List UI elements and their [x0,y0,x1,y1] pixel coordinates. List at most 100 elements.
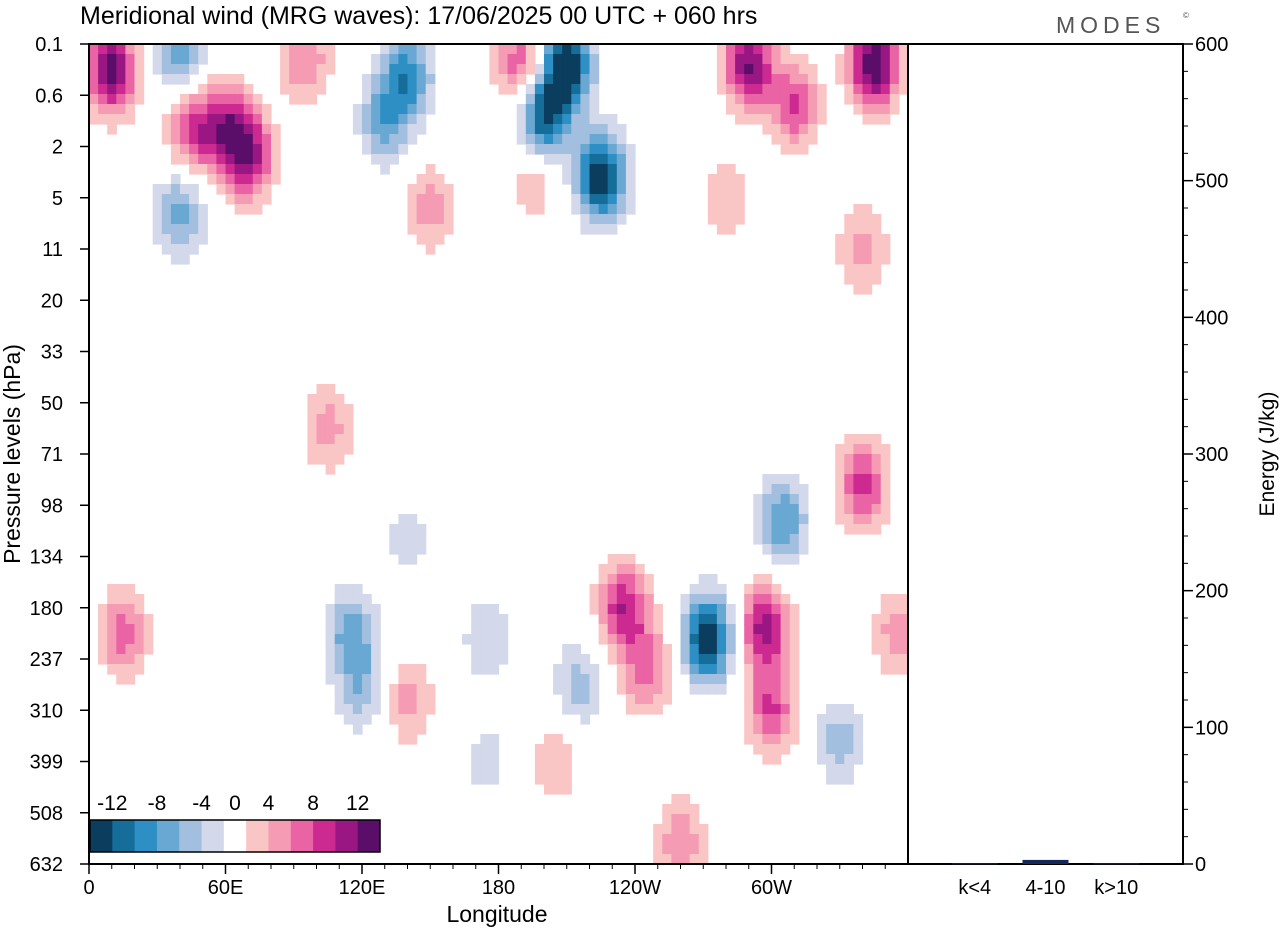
heatmap-cell [380,144,390,155]
heatmap-cell [389,84,399,95]
heatmap-cell [380,94,390,105]
heatmap-cell [307,84,318,95]
heatmap-cell [343,624,354,635]
heatmap-cell [598,624,609,635]
heatmap-cell [780,494,791,505]
heatmap-cell [161,194,172,205]
heatmap-cell [416,54,427,65]
heatmap-cell [180,204,190,215]
heatmap-cell [416,104,427,115]
heatmap-cell [416,174,427,185]
heatmap-cell [844,274,854,285]
heatmap-cell [252,94,263,105]
heatmap-cell [625,574,636,585]
heatmap-cell [607,114,618,125]
heatmap-cell [762,64,773,75]
heatmap-cell [380,164,390,175]
heatmap-cell [352,584,363,595]
heatmap-cell [343,694,354,705]
heatmap-cell [862,224,873,235]
heatmap-cell [389,154,399,165]
heatmap-cell [480,604,490,615]
heatmap-cell [789,694,800,705]
heatmap-cell [871,464,882,475]
heatmap-cell [180,224,190,235]
heatmap-cell [762,694,773,705]
heatmap-cell [844,744,854,755]
heatmap-cell [771,514,782,525]
heatmap-cell [616,554,627,565]
heatmap-cell [371,114,381,125]
heatmap-cell [780,734,791,745]
heatmap-cell [553,764,563,775]
heatmap-cell [753,74,763,85]
colorbar-swatch [313,820,336,852]
heatmap-cell [225,174,236,185]
heatmap-cell [625,704,636,715]
heatmap-cell [571,174,581,185]
heatmap-cell [644,664,654,675]
heatmap-cell [243,174,254,185]
heatmap-cell [98,44,108,55]
heatmap-cell [716,84,727,95]
heatmap-cell [753,724,763,735]
heatmap-cell [735,74,745,85]
heatmap-cell [170,134,181,145]
heatmap-cell [744,614,754,625]
heatmap-cell [198,84,208,95]
heatmap-cell [853,504,864,515]
heatmap-cell [316,434,327,445]
heatmap-cell [325,624,336,635]
heatmap-cell [598,614,609,625]
heatmap-cell [107,664,117,675]
heatmap-cell [607,124,618,135]
heatmap-cell [380,44,390,55]
heatmap-cell [616,594,627,605]
heatmap-cell [716,44,727,55]
heatmap-cell [98,84,108,95]
heatmap-cell [380,124,390,135]
heatmap-cell [616,194,627,205]
heatmap-cell [762,504,773,515]
heatmap-cell [716,654,727,665]
heatmap-cell [607,214,618,225]
heatmap-cell [562,684,572,695]
heatmap-cell [644,704,654,715]
heatmap-cell [853,224,864,235]
heatmap-cell [325,404,336,415]
heatmap-cell [862,434,873,445]
heatmap-cell [271,154,281,165]
heatmap-cell [598,114,609,125]
heatmap-cell [862,274,873,285]
heatmap [89,44,908,864]
colorbar-label: 0 [229,792,241,815]
heatmap-cell [871,634,882,645]
heatmap-cell [152,204,163,215]
heatmap-cell [298,94,308,105]
heatmap-cell [325,424,336,435]
heatmap-cell [198,124,208,135]
heatmap-cell [398,554,409,565]
heatmap-cell [571,64,581,75]
heatmap-cell [407,44,418,55]
heatmap-cell [771,494,782,505]
heatmap-cell [607,564,618,575]
heatmap-cell [862,444,873,455]
heatmap-cell [616,204,627,215]
heatmap-cell [416,724,427,735]
heatmap-cell [352,634,363,645]
heatmap-cell [516,174,527,185]
heatmap-cell [116,624,126,635]
heatmap-cell [889,54,900,65]
heatmap-cell [726,174,736,185]
heatmap-cell [798,514,809,525]
logo-text: MODES [1056,12,1165,38]
heatmap-cell [853,744,864,755]
heatmap-cell [635,704,645,715]
heatmap-cell [789,664,800,675]
heatmap-cell [744,684,754,695]
heatmap-cell [134,654,145,665]
heatmap-cell [580,164,591,175]
heatmap-cell [853,474,864,485]
heatmap-cell [762,474,773,485]
